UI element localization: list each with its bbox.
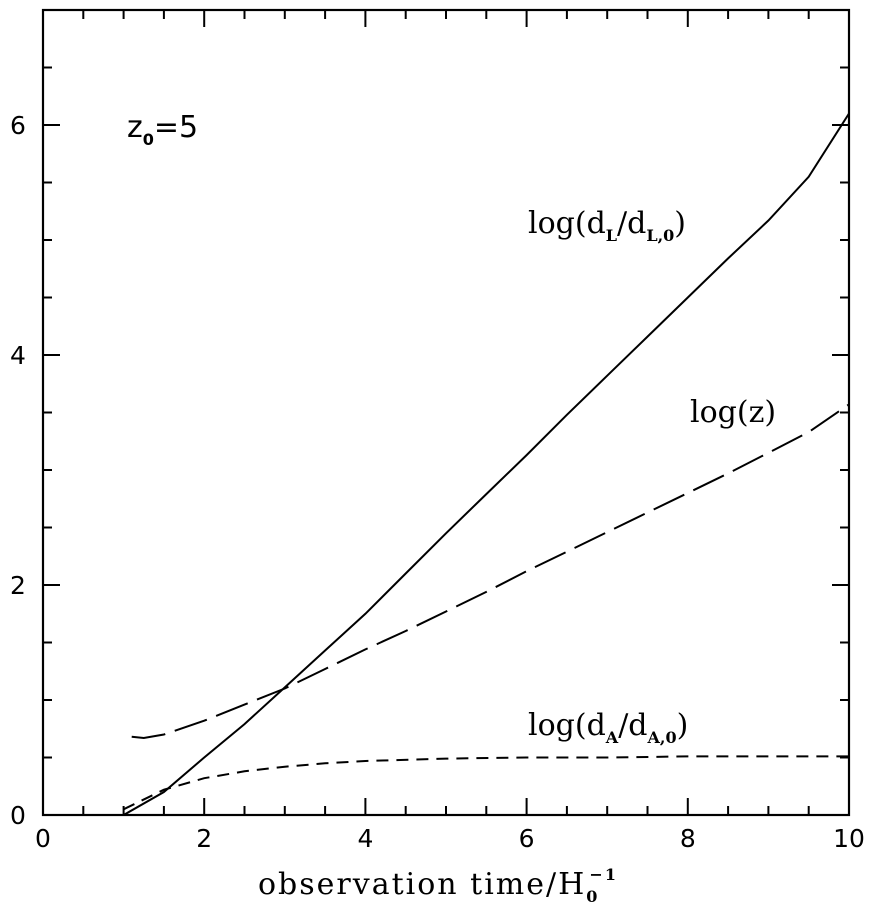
x-tick-label: 0 [35, 824, 51, 853]
axis-tick-labels: 0 2 4 6 8 10 0 2 4 6 [10, 111, 865, 853]
x-tick-label: 8 [680, 824, 696, 853]
x-axis-label: observation time/H0−1 [258, 865, 618, 906]
y-tick-label: 6 [10, 111, 26, 140]
series-label-da: log(dA/dA,0) [528, 708, 688, 747]
y-tick-label: 0 [10, 801, 26, 830]
parameter-annotation: z0=5 [127, 110, 198, 149]
y-tick-label: 2 [10, 571, 26, 600]
plot-frame [41, 8, 851, 817]
x-tick-label: 2 [196, 824, 212, 853]
x-tick-label: 4 [357, 824, 373, 853]
axis-ticks [42, 9, 850, 816]
series-label-z: log(z) [690, 395, 776, 430]
series-lines [123, 112, 850, 816]
x-tick-label: 6 [519, 824, 535, 853]
series-line-z [131, 403, 850, 740]
series-label-dl: log(dL/dL,0) [528, 206, 686, 245]
y-tick-label: 4 [10, 341, 26, 370]
series-line-dl [123, 112, 850, 816]
x-tick-label: 10 [833, 824, 865, 853]
series-line-da [123, 755, 849, 811]
